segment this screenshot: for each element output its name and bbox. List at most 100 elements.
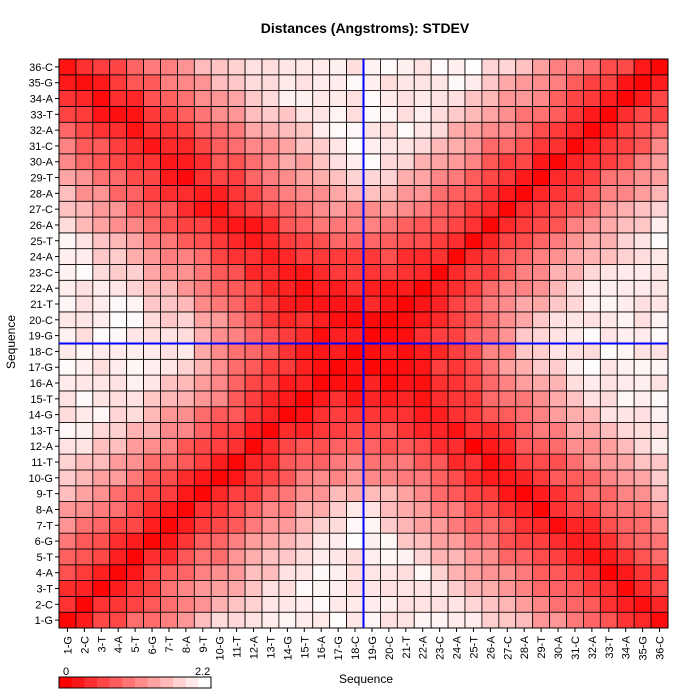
x-tick-label: 14-G (282, 636, 294, 660)
heatmap-cell (413, 564, 432, 581)
heatmap-cell (633, 374, 652, 392)
heatmap-cell (346, 264, 364, 281)
heatmap-cell (143, 469, 161, 487)
heatmap-cell (363, 106, 381, 123)
heatmap-cell (109, 137, 128, 155)
heatmap-cell (396, 422, 415, 439)
heatmap-cell (498, 564, 517, 581)
heatmap-cell (650, 358, 669, 376)
heatmap-cell (583, 390, 601, 408)
heatmap-cell (583, 74, 601, 92)
heatmap-cell (312, 406, 331, 423)
heatmap-cell (329, 358, 347, 376)
heatmap-cell (447, 327, 466, 344)
heatmap-cell (481, 406, 500, 423)
heatmap-cell (633, 343, 652, 360)
heatmap-cell (464, 295, 483, 313)
heatmap-cell (143, 501, 161, 518)
chart-title: Distances (Angstroms): STDEV (260, 20, 470, 36)
heatmap-cell (396, 232, 415, 250)
heatmap-cell (312, 374, 331, 392)
y-tick-label: 35-G (29, 78, 53, 90)
heatmap-cell (92, 406, 111, 423)
heatmap-cell (126, 485, 144, 502)
heatmap-cell (515, 422, 534, 439)
heatmap-cell (126, 469, 144, 487)
heatmap-cell (464, 153, 483, 171)
heatmap-cell (244, 311, 263, 329)
heatmap-cell (143, 200, 161, 218)
heatmap-cell (363, 564, 381, 581)
heatmap-cell (413, 153, 432, 171)
heatmap-cell (583, 121, 601, 139)
heatmap-cell (177, 422, 195, 439)
heatmap-cell (532, 311, 550, 329)
heatmap-cell (396, 279, 415, 297)
heatmap-cell (177, 453, 195, 471)
heatmap-cell (143, 295, 161, 313)
heatmap-cell (633, 485, 652, 502)
heatmap-cell (193, 90, 212, 107)
heatmap-cell (413, 90, 432, 107)
heatmap-cell (75, 343, 94, 360)
heatmap-cell (278, 453, 297, 471)
x-tick-label: 7-T (164, 636, 176, 653)
heatmap-cell (312, 611, 331, 629)
heatmap-cell (126, 374, 144, 392)
heatmap-cell (413, 501, 432, 518)
heatmap-cell (346, 564, 364, 581)
heatmap-cell (143, 169, 161, 186)
heatmap-cell (329, 74, 347, 92)
heatmap-cell (464, 453, 483, 471)
heatmap-cell (566, 121, 584, 139)
heatmap-cell (616, 580, 635, 597)
heatmap-cell (92, 279, 111, 297)
heatmap-cell (109, 437, 128, 455)
heatmap-cell (160, 169, 178, 186)
heatmap-cell (549, 422, 567, 439)
heatmap-cell (464, 264, 483, 281)
heatmap-cell (193, 374, 212, 392)
heatmap-cell (481, 595, 500, 613)
heatmap-cell (295, 516, 314, 534)
heatmap-cell (346, 358, 364, 376)
heatmap-cell (430, 153, 449, 171)
heatmap-cell (160, 501, 178, 518)
heatmap-cell (210, 437, 229, 455)
heatmap-cell (583, 58, 601, 76)
heatmap-cell (126, 516, 144, 534)
heatmap-cell (295, 169, 314, 186)
heatmap-cell (261, 358, 280, 376)
heatmap-cell (430, 564, 449, 581)
heatmap-cell (295, 327, 314, 344)
heatmap-cell (447, 564, 466, 581)
heatmap-cell (583, 90, 601, 107)
heatmap-cell (160, 390, 178, 408)
heatmap-cell (143, 74, 161, 92)
heatmap-cell (346, 437, 364, 455)
heatmap-cell (278, 564, 297, 581)
heatmap-cell (126, 106, 144, 123)
heatmap-cell (447, 437, 466, 455)
heatmap-cell (210, 74, 229, 92)
heatmap-cell (160, 611, 178, 629)
y-tick-label: 36-C (29, 62, 53, 74)
heatmap-cell (616, 422, 635, 439)
x-tick-label: 21-T (401, 636, 413, 659)
heatmap-cell (532, 422, 550, 439)
x-tick-label: 9-T (198, 636, 210, 653)
heatmap-cell (346, 311, 364, 329)
heatmap-cell (413, 343, 432, 360)
heatmap-cell (413, 248, 432, 265)
heatmap-cell (126, 185, 144, 202)
heatmap-cell (160, 74, 178, 92)
heatmap-cell (312, 548, 331, 566)
heatmap-cell (143, 406, 161, 423)
heatmap-cell (549, 169, 567, 186)
heatmap-cell (312, 153, 331, 171)
heatmap-cell (312, 58, 331, 76)
heatmap-cell (295, 485, 314, 502)
heatmap-cell (210, 469, 229, 487)
heatmap-cell (143, 185, 161, 202)
heatmap-cell (193, 311, 212, 329)
